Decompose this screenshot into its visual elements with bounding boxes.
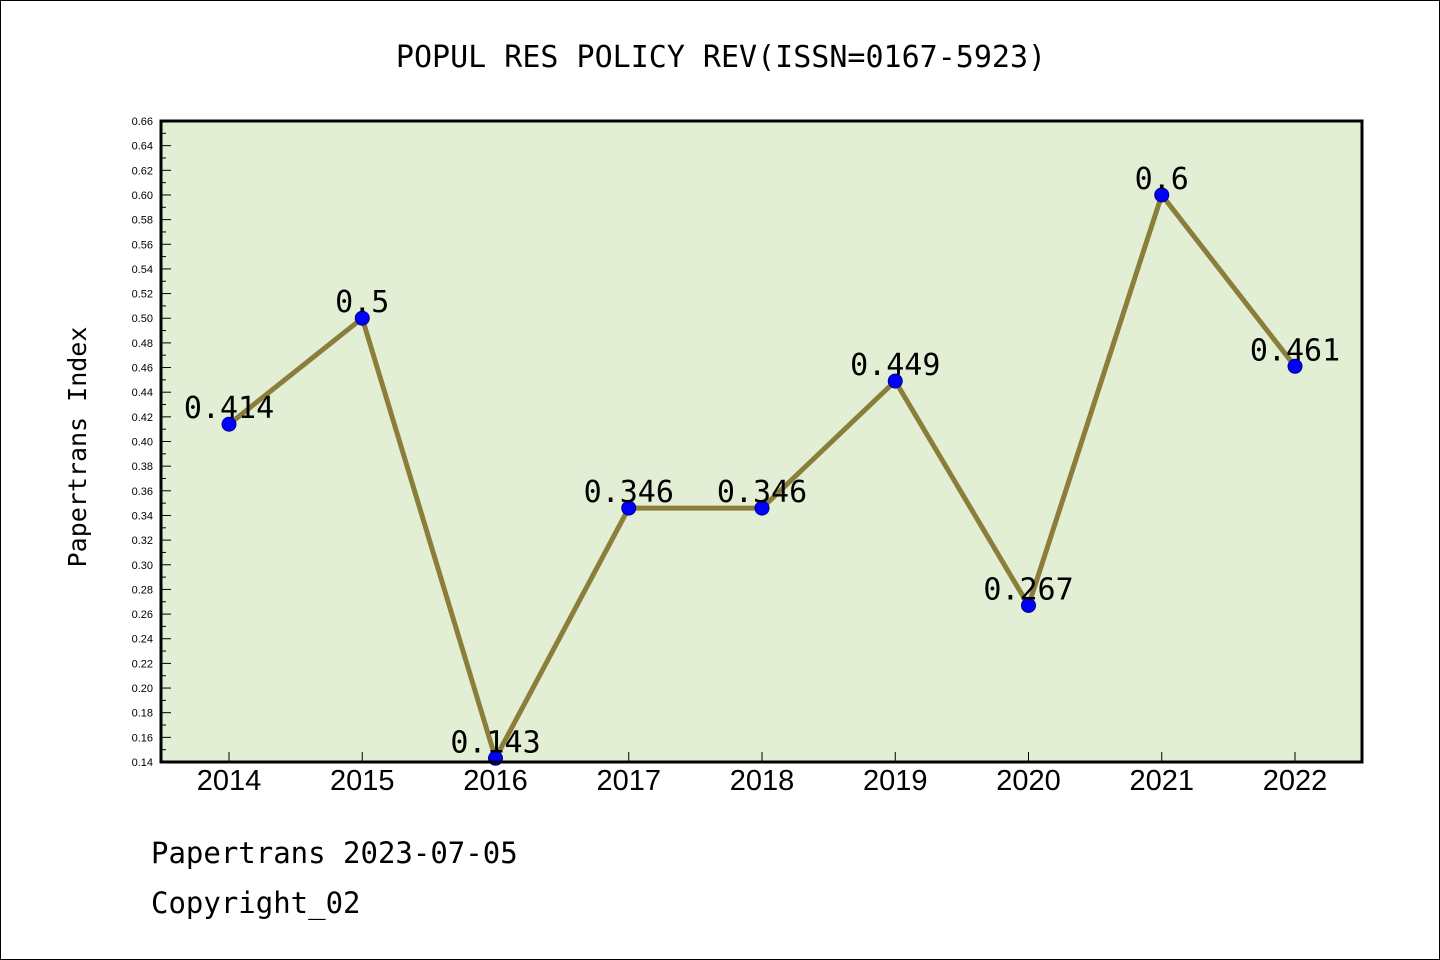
- data-point-2014: [221, 416, 237, 432]
- y-tick-label: 0.36: [132, 486, 153, 498]
- data-point-2020: [1021, 597, 1036, 613]
- y-tick-label: 0.62: [132, 165, 153, 177]
- y-tick-label: 0.32: [132, 535, 153, 547]
- y-tick-label: 0.34: [132, 510, 153, 522]
- x-tick-label: 2018: [730, 765, 795, 797]
- x-tick-label: 2017: [596, 765, 661, 797]
- y-tick-label: 0.44: [132, 387, 153, 399]
- data-label-2016: 0.143: [450, 725, 540, 760]
- data-label-2022: 0.461: [1250, 333, 1340, 368]
- data-label-2019: 0.449: [850, 348, 940, 383]
- y-tick-label: 0.66: [132, 116, 153, 128]
- data-label-2017: 0.346: [584, 475, 674, 510]
- y-tick-label: 0.22: [132, 658, 153, 670]
- x-tick-label: 2016: [463, 765, 528, 797]
- y-axis: 0.14 0.16 0.18 0.20 0.22 0.24 0.26 0.28 0.30 0.32…: [132, 116, 171, 769]
- y-tick-label: 0.64: [132, 141, 153, 153]
- data-markers: [221, 187, 1303, 766]
- x-tick-label: 2019: [863, 765, 928, 797]
- y-tick-label: 0.52: [132, 289, 153, 301]
- y-tick-label: 0.26: [132, 609, 153, 621]
- y-tick-label: 0.58: [132, 215, 153, 227]
- footer-copyright: Copyright_02: [151, 886, 361, 920]
- y-tick-label: 0.60: [132, 190, 153, 202]
- y-tick-label: 0.54: [132, 264, 153, 276]
- y-tick-label: 0.28: [132, 584, 153, 596]
- data-label-2018: 0.346: [717, 475, 807, 510]
- data-point-2019: [887, 373, 903, 389]
- y-tick-label: 0.48: [132, 338, 153, 350]
- data-label-2020: 0.267: [983, 572, 1073, 607]
- data-point-2017: [621, 500, 637, 516]
- x-axis: 2014 2015 2016 2017 2018 2019 2020 2021 2022: [197, 752, 1328, 797]
- data-point-2015: [354, 310, 370, 326]
- y-tick-label: 0.46: [132, 363, 153, 375]
- y-tick-label: 0.14: [132, 757, 153, 769]
- y-tick-label: 0.20: [132, 683, 153, 695]
- data-labels: 0.414 0.5 0.143 0.346 0.346 0.449 0.267 0.6 0.46…: [184, 162, 1340, 760]
- data-label-2015: 0.5: [335, 285, 389, 320]
- y-tick-label: 0.42: [132, 412, 153, 424]
- y-tick-label: 0.16: [132, 732, 153, 744]
- x-tick-label: 2020: [996, 765, 1061, 797]
- y-tick-label: 0.40: [132, 437, 153, 449]
- y-tick-label: 0.18: [132, 708, 153, 720]
- x-tick-label: 2014: [197, 765, 262, 797]
- data-point-2022: [1287, 358, 1303, 374]
- data-point-2018: [754, 500, 770, 516]
- y-tick-label: 0.38: [132, 461, 153, 473]
- x-tick-label: 2015: [330, 765, 395, 797]
- x-tick-label: 2022: [1263, 765, 1328, 797]
- data-label-2014: 0.414: [184, 391, 274, 426]
- footer-credit: Papertrans 2023-07-05: [151, 836, 518, 870]
- x-tick-label: 2021: [1129, 765, 1194, 797]
- y-tick-label: 0.30: [132, 560, 153, 572]
- chart-title: POPUL RES POLICY REV(ISSN=0167-5923): [396, 40, 1046, 75]
- data-point-2021: [1154, 187, 1170, 203]
- plot-border: [159, 119, 1364, 764]
- y-tick-label: 0.50: [132, 313, 153, 325]
- y-tick-label: 0.56: [132, 239, 153, 251]
- y-tick-label: 0.24: [132, 634, 153, 646]
- plot-area: [161, 121, 1362, 762]
- y-axis-label: Papertrans Index: [63, 327, 92, 568]
- data-label-2021: 0.6: [1135, 162, 1189, 197]
